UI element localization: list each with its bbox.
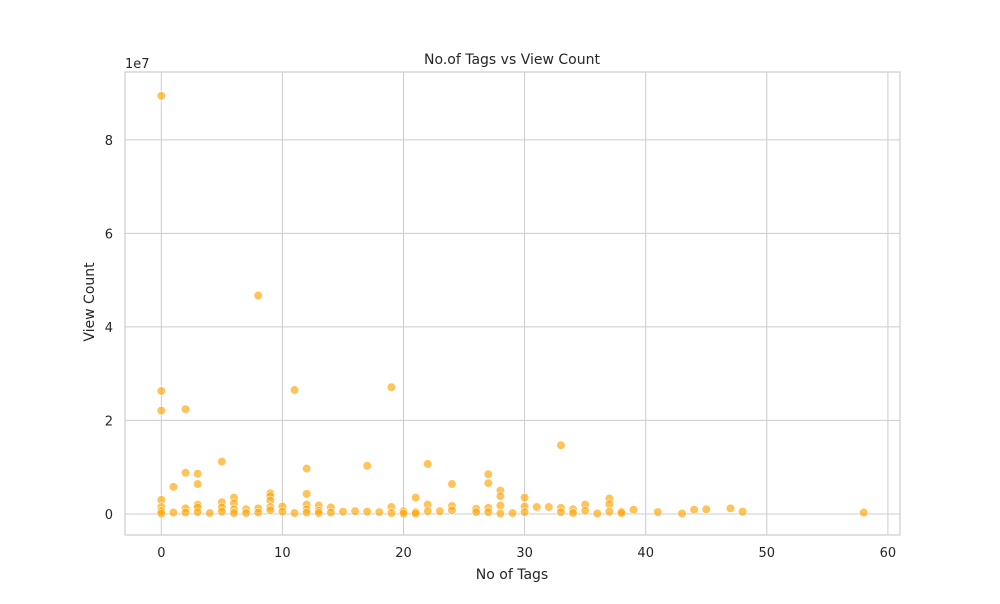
x-tick-label: 40 [637,546,654,561]
y-tick-labels: 0 2 4 6 8 [105,134,113,523]
scatter-point [253,507,263,518]
scatter-point [289,508,300,518]
x-tick-label: 0 [157,546,165,561]
scatter-point [398,508,409,519]
scatter-point [217,507,227,517]
scatter-point [737,507,748,517]
x-tick-labels: 0 10 20 30 40 50 60 [157,546,896,561]
scatter-point [168,482,179,492]
plot-frame [124,71,901,536]
scatter-point [277,507,288,517]
scatter-point [229,508,239,518]
scatter-point [520,492,530,503]
scatter-point [338,507,348,517]
scatter-point [495,508,505,519]
scatter-point [156,405,166,416]
scatter-point [495,500,505,511]
scatter-point [616,508,627,518]
scatter-point [423,506,433,516]
scatter-point [471,507,481,517]
scatter-point [193,507,203,517]
scatter-point [374,507,384,517]
scatter-point [253,290,263,301]
scatter-point [362,507,372,517]
scatter-point [568,508,578,518]
y-offset-label: 1e7 [125,57,150,72]
scatter-point [180,507,191,518]
scatter-point [435,506,445,516]
scatter-point [205,508,215,518]
scatter-point [423,459,433,469]
chart-title: No.of Tags vs View Count [424,52,600,68]
scatter-point [544,502,554,512]
scatter-point [326,507,336,518]
scatter-point [386,508,397,518]
scatter-point [628,505,639,515]
scatter-point [156,91,166,101]
scatter-point [362,461,372,471]
scatter-point [592,508,602,519]
scatter-point [556,440,566,450]
scatter-point [289,385,300,395]
scatter-point [180,404,191,414]
scatter-point [507,508,518,518]
scatter-point [265,505,275,515]
scatter-point [447,505,457,515]
scatter-point [483,469,493,479]
scatter-point [302,489,312,499]
scatter-point [556,507,566,517]
scatter-point [386,382,397,392]
scatter-point [193,469,203,479]
scatter-point [411,508,421,519]
scatter-point [193,479,203,489]
y-tick-label: 2 [105,414,113,429]
y-tick-label: 8 [105,134,113,149]
scatter-point [725,503,736,513]
scatter-point [604,507,614,517]
scatter-point [156,386,166,396]
scatter-point [653,507,663,517]
scatter-point [483,478,493,488]
scatter-point [168,507,179,518]
x-tick-label: 30 [516,546,533,561]
x-tick-label: 10 [274,546,291,561]
x-tick-label: 20 [395,546,412,561]
scatter-point [217,456,227,467]
y-tick-label: 0 [105,508,113,523]
scatter-point [350,506,360,516]
x-tick-label: 60 [880,546,897,561]
scatter-point [580,506,590,516]
y-tick-label: 4 [105,321,113,336]
scatter-point [180,468,191,478]
x-axis-label: No of Tags [476,567,548,583]
scatter-point [411,492,421,503]
scatter-point [447,479,457,489]
scatter-point [483,507,493,517]
scatter-point [314,508,324,518]
scatter-point [302,507,312,518]
y-axis-label: View Count [82,262,98,342]
scatter-point [532,502,542,512]
scatter-point [156,508,166,519]
x-tick-label: 50 [759,546,776,561]
scatter-point [677,508,687,519]
scatter-point [689,505,699,515]
data-points [156,91,869,519]
scatter-point [495,491,505,501]
scatter-point [701,504,711,514]
scatter-point [520,507,530,517]
scatter-point [859,507,869,518]
y-tick-label: 6 [105,227,113,242]
scatter-point [302,463,312,474]
scatter-point [241,508,251,518]
